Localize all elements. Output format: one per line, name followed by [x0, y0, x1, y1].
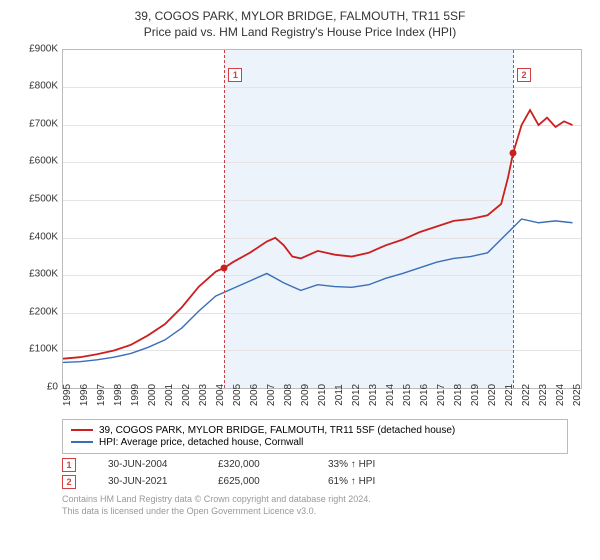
transaction-id-box: 2 [62, 475, 76, 489]
legend-label: HPI: Average price, detached house, Corn… [99, 437, 303, 448]
x-axis-label: 2010 [317, 384, 328, 406]
x-axis-label: 2004 [215, 384, 226, 406]
transaction-row: 1 30-JUN-2004 £320,000 33% ↑ HPI [62, 458, 586, 472]
x-axis-label: 2005 [232, 384, 243, 406]
transaction-date: 30-JUN-2021 [108, 476, 186, 487]
x-axis-label: 2002 [181, 384, 192, 406]
x-axis-label: 2016 [419, 384, 430, 406]
footer-attribution: Contains HM Land Registry data © Crown c… [62, 493, 586, 517]
x-axis-label: 2014 [385, 384, 396, 406]
x-axis-label: 2001 [164, 384, 175, 406]
footer-line-1: Contains HM Land Registry data © Crown c… [62, 493, 586, 505]
x-axis-label: 1998 [113, 384, 124, 406]
x-axis-label: 2020 [487, 384, 498, 406]
x-axis-label: 2013 [368, 384, 379, 406]
x-axis-label: 2021 [504, 384, 515, 406]
legend-item: 39, COGOS PARK, MYLOR BRIDGE, FALMOUTH, … [71, 425, 559, 436]
footer-line-2: This data is licensed under the Open Gov… [62, 505, 586, 517]
x-axis-label: 2019 [470, 384, 481, 406]
x-axis-label: 2025 [572, 384, 583, 406]
x-axis-label: 2022 [521, 384, 532, 406]
transaction-price: £625,000 [218, 476, 296, 487]
x-axis-label: 2007 [266, 384, 277, 406]
y-axis-label: £300K [12, 269, 58, 280]
legend-label: 39, COGOS PARK, MYLOR BRIDGE, FALMOUTH, … [99, 425, 455, 436]
x-axis-label: 2018 [453, 384, 464, 406]
x-axis-label: 2008 [283, 384, 294, 406]
transaction-row: 2 30-JUN-2021 £625,000 61% ↑ HPI [62, 475, 586, 489]
x-axis-label: 1997 [96, 384, 107, 406]
x-axis-label: 2023 [538, 384, 549, 406]
y-axis-label: £200K [12, 306, 58, 317]
legend-item: HPI: Average price, detached house, Corn… [71, 437, 559, 448]
x-axis-label: 2024 [555, 384, 566, 406]
marker-id-box: 2 [517, 68, 531, 82]
legend-swatch [71, 429, 93, 431]
marker-vline [224, 50, 225, 388]
legend: 39, COGOS PARK, MYLOR BRIDGE, FALMOUTH, … [62, 419, 568, 454]
y-axis-label: £800K [12, 81, 58, 92]
x-axis-label: 2000 [147, 384, 158, 406]
x-axis-label: 1995 [62, 384, 73, 406]
marker-dot [221, 264, 228, 271]
transactions-table: 1 30-JUN-2004 £320,000 33% ↑ HPI 2 30-JUN-202… [62, 458, 586, 489]
x-axis-label: 2003 [198, 384, 209, 406]
chart: 12 £0£100K£200K£300K£400K£500K£600K£700K… [14, 45, 584, 415]
x-axis-label: 1999 [130, 384, 141, 406]
plot-area: 12 [62, 49, 582, 389]
transaction-price: £320,000 [218, 459, 296, 470]
y-axis-label: £900K [12, 43, 58, 54]
x-axis-label: 1996 [79, 384, 90, 406]
y-axis-label: £600K [12, 156, 58, 167]
x-axis-label: 2012 [351, 384, 362, 406]
marker-id-box: 1 [228, 68, 242, 82]
marker-vline [513, 50, 514, 388]
x-axis-label: 2011 [334, 384, 345, 406]
x-axis-label: 2015 [402, 384, 413, 406]
y-axis-label: £500K [12, 194, 58, 205]
transaction-id-box: 1 [62, 458, 76, 472]
y-axis-label: £400K [12, 231, 58, 242]
x-axis-label: 2017 [436, 384, 447, 406]
y-axis-label: £100K [12, 344, 58, 355]
marker-dot [510, 150, 517, 157]
series-line [63, 110, 573, 359]
x-axis-label: 2009 [300, 384, 311, 406]
transaction-date: 30-JUN-2004 [108, 459, 186, 470]
legend-swatch [71, 441, 93, 443]
chart-title: 39, COGOS PARK, MYLOR BRIDGE, FALMOUTH, … [14, 8, 586, 25]
x-axis-label: 2006 [249, 384, 260, 406]
transaction-delta: 33% ↑ HPI [328, 459, 406, 470]
y-axis-label: £0 [12, 381, 58, 392]
transaction-delta: 61% ↑ HPI [328, 476, 406, 487]
y-axis-label: £700K [12, 118, 58, 129]
chart-subtitle: Price paid vs. HM Land Registry's House … [14, 25, 586, 39]
